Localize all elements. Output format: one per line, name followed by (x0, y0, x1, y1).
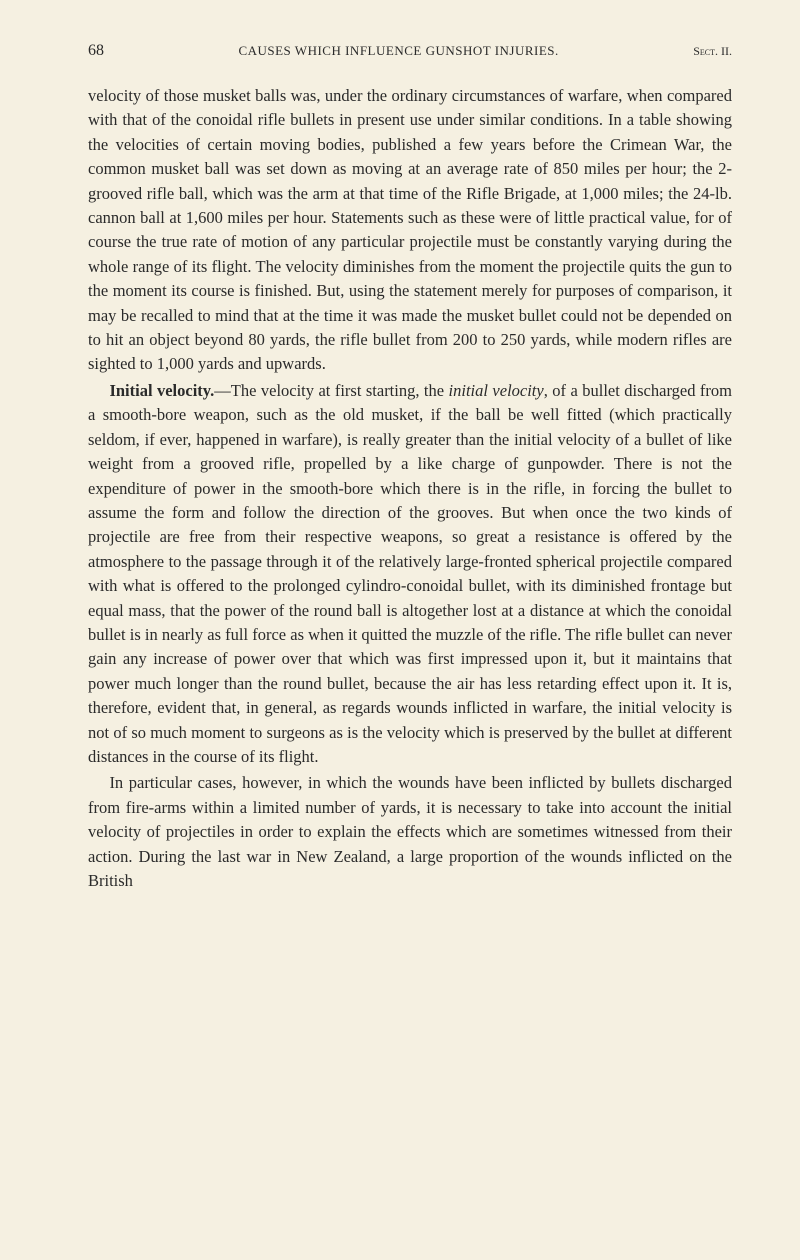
paragraph-2: Initial velocity.—The velocity at first … (88, 379, 732, 770)
section-label-initial-velocity: Initial velocity. (109, 381, 214, 400)
p2-body-part2: , of a bullet discharged from a smooth-b… (88, 381, 732, 766)
page-header: 68 CAUSES WHICH INFLUENCE GUNSHOT INJURI… (88, 42, 732, 60)
header-section: Sect. II. (693, 44, 732, 59)
p2-body-part1: —The velocity at first starting, the (214, 381, 448, 400)
page-number: 68 (88, 42, 104, 60)
header-title: CAUSES WHICH INFLUENCE GUNSHOT INJURIES. (238, 43, 558, 59)
p2-italic-initial-velocity: initial velocity (449, 381, 544, 400)
body-text: velocity of those musket balls was, unde… (88, 84, 732, 893)
paragraph-1: velocity of those musket balls was, unde… (88, 84, 732, 377)
paragraph-3: In particular cases, however, in which t… (88, 771, 732, 893)
